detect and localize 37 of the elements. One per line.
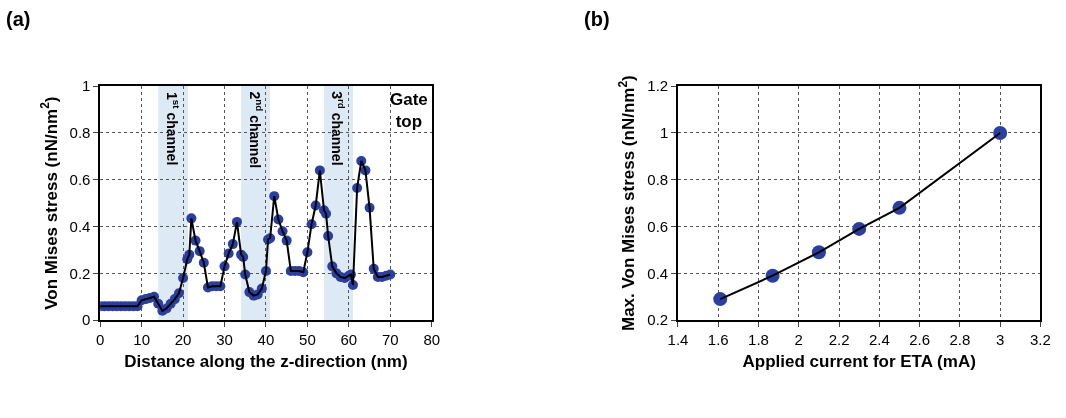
x-tick-label: 20: [174, 330, 192, 348]
y-tick-label: 0.2: [647, 311, 669, 329]
y-tick-label: 0.2: [69, 264, 91, 282]
x-axis-title: Distance along the z-direction (nm): [124, 351, 408, 371]
x-tick-label: 2.6: [909, 330, 931, 348]
chart-title: (a): [6, 8, 31, 30]
y-tick-label: 1.2: [647, 77, 669, 95]
x-tick-label: 3.2: [1029, 330, 1051, 348]
x-tick-label: 3: [995, 330, 1005, 348]
x-tick-label: 1.4: [667, 330, 689, 348]
point: [713, 292, 728, 307]
y-tick-label: 0.6: [647, 217, 669, 235]
y-tick-label: 1: [82, 77, 91, 95]
x-tick-label: 60: [340, 330, 358, 348]
x-tick-label: 50: [299, 330, 316, 348]
x-tick-label: 40: [257, 330, 275, 348]
y-tick-label: 0.6: [69, 170, 91, 188]
x-tick-label: 10: [133, 330, 150, 348]
y-tick-label: 0.8: [69, 124, 91, 142]
x-tick-label: 2.4: [868, 330, 890, 348]
x-axis-title: Applied current for ETA (mA): [742, 351, 976, 371]
chart-title: (b): [584, 8, 610, 30]
annotation: Gate top: [390, 90, 428, 132]
x-tick-label: 2.8: [949, 330, 971, 348]
x-tick-label: 2.2: [828, 330, 850, 348]
y-tick-label: 0.4: [647, 264, 669, 282]
x-tick-label: 1.8: [748, 330, 769, 348]
y-tick-label: 0: [82, 311, 91, 329]
x-tick-label: 80: [423, 330, 441, 348]
y-tick-label: 0.8: [647, 170, 669, 188]
y-tick-label: 1: [659, 124, 669, 142]
y-tick-label: 0.4: [69, 217, 91, 235]
x-tick-label: 30: [216, 330, 233, 348]
x-tick-label: 1.6: [707, 330, 729, 348]
x-tick-label: 70: [381, 330, 399, 348]
x-tick-label: 2: [794, 330, 803, 348]
x-tick-label: 0: [96, 330, 105, 348]
